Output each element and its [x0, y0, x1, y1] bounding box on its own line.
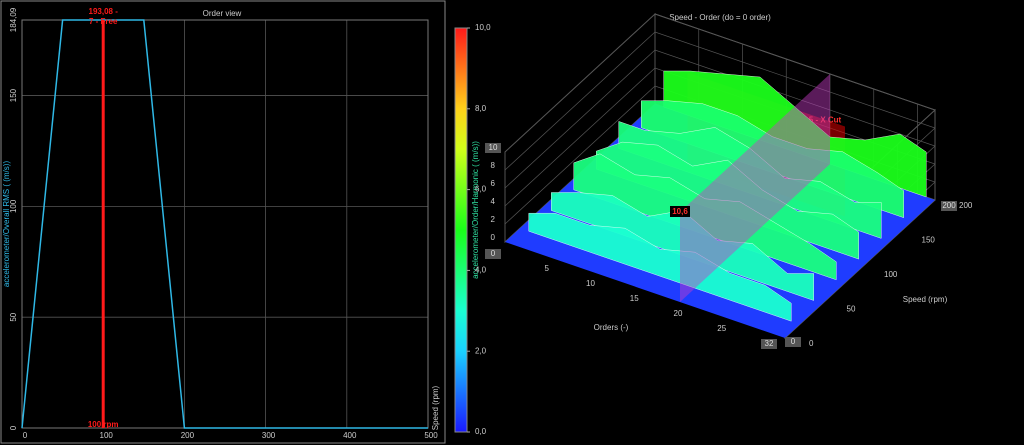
colorbar-tick-label: 4,0 [475, 266, 487, 275]
end-label: 0 [791, 337, 796, 346]
left-title: Order view [203, 9, 242, 18]
y-tick-label: 200 [959, 201, 973, 210]
end-label: 32 [765, 339, 774, 348]
cut-label: 5 - X Cut [809, 116, 842, 125]
end-label-box [941, 201, 957, 211]
x-tick-label: 15 [630, 294, 639, 303]
x-tick-label: 0 [23, 431, 28, 440]
x-tick-label: 500 [424, 431, 438, 440]
waterfall-slice [528, 212, 792, 322]
cursor-name: 7 - Free [89, 17, 118, 26]
colorbar [454, 27, 468, 433]
x-tick-label: 100 [100, 431, 114, 440]
x-tick-label: 300 [262, 431, 276, 440]
y-tick-label: 150 [9, 88, 18, 102]
y-tick-label: 150 [922, 236, 936, 245]
z-axis-label: accelerometer/Order/Harmonic ( (m/s)) [471, 141, 480, 279]
x-tick-label: 20 [674, 309, 683, 318]
colorbar-tick-label: 0,0 [475, 427, 487, 436]
x-tick-label: 400 [343, 431, 357, 440]
x-tick-label: 10 [586, 279, 595, 288]
end-label-box [485, 143, 501, 153]
z-tick-label: 4 [491, 197, 496, 206]
cursor-plane [680, 74, 830, 302]
end-label-box [485, 249, 501, 259]
y-tick-label: 50 [9, 312, 18, 321]
end-label: 10 [489, 143, 498, 152]
z-tick-label: 2 [491, 215, 496, 224]
end-label: 0 [491, 249, 496, 258]
end-label-box [761, 339, 777, 349]
y-axis-label: Speed (rpm) [903, 295, 948, 304]
z-tick-label: 6 [491, 179, 496, 188]
cursor-value: 193,08 - [89, 7, 119, 16]
y-axis-label: accelerometer/Overall RMS ( (m/s)) [2, 161, 11, 288]
colorbar-tick-label: 2,0 [475, 346, 487, 355]
x-axis-label: Speed (rpm) [431, 385, 440, 430]
data-line [21, 19, 428, 429]
z-tick-label: 8 [491, 161, 496, 170]
y-tick-label: 184,09 [9, 7, 18, 32]
y-tick-label: 0 [809, 339, 814, 348]
colorbar-tick-label: 8,0 [475, 104, 487, 113]
cursor-label-box [670, 206, 690, 217]
z-tick-label: 0 [491, 233, 496, 242]
end-label-box [785, 337, 801, 347]
y-tick-label: 100 [884, 270, 898, 279]
y-tick-label: 0 [9, 425, 18, 430]
x-axis-label: Orders (-) [594, 323, 629, 332]
x-tick-label: 25 [717, 324, 726, 333]
colorbar-tick-label: 10,0 [475, 23, 491, 32]
y-tick-label: 50 [847, 305, 856, 314]
cursor-label: 100 rpm [88, 420, 119, 429]
waterfall-slice [573, 153, 837, 281]
x-tick-label: 5 [545, 264, 550, 273]
waterfall-slice [551, 192, 814, 301]
end-label: 200 [942, 201, 956, 210]
right-title: Speed - Order (do = 0 order) [669, 13, 771, 22]
colorbar-tick-label: 6,0 [475, 185, 487, 194]
y-tick-label: 100 [9, 199, 18, 213]
left-panel-border [0, 0, 446, 444]
cursor-label: 10,6 [672, 207, 688, 216]
x-tick-label: 200 [181, 431, 195, 440]
